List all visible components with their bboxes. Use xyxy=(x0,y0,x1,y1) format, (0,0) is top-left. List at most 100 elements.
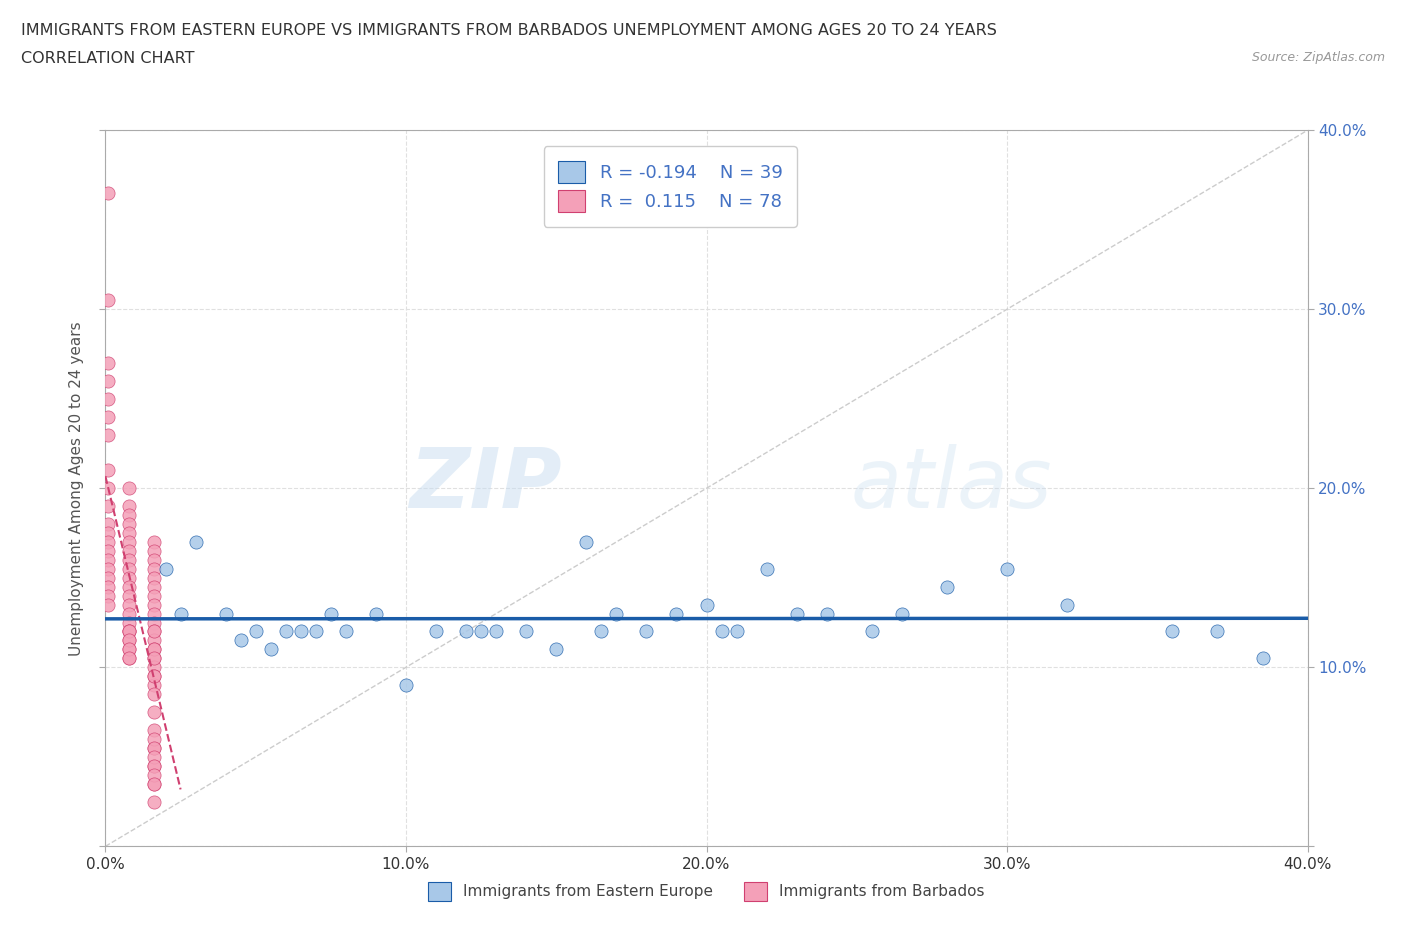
Point xyxy=(97,409,120,424)
Point xyxy=(169,606,191,621)
Point xyxy=(118,481,141,496)
Point xyxy=(890,606,912,621)
Text: IMMIGRANTS FROM EASTERN EUROPE VS IMMIGRANTS FROM BARBADOS UNEMPLOYMENT AMONG AG: IMMIGRANTS FROM EASTERN EUROPE VS IMMIGR… xyxy=(21,23,997,38)
Point xyxy=(97,355,120,370)
Text: ZIP: ZIP xyxy=(409,445,562,525)
Point xyxy=(142,777,165,791)
Text: CORRELATION CHART: CORRELATION CHART xyxy=(21,51,194,66)
Point xyxy=(1206,624,1229,639)
Point xyxy=(97,570,120,585)
Point xyxy=(395,678,418,693)
Point xyxy=(665,606,688,621)
Point xyxy=(97,185,120,200)
Point xyxy=(97,562,120,577)
Point xyxy=(97,374,120,389)
Point xyxy=(97,543,120,558)
Point xyxy=(142,705,165,720)
Point xyxy=(118,597,141,612)
Point xyxy=(1056,597,1078,612)
Point xyxy=(364,606,387,621)
Point xyxy=(605,606,627,621)
Point xyxy=(591,624,613,639)
Point xyxy=(142,723,165,737)
Point xyxy=(118,525,141,540)
Point xyxy=(118,651,141,666)
Point xyxy=(118,517,141,532)
Point xyxy=(575,535,598,550)
Point xyxy=(229,633,252,648)
Point xyxy=(936,579,959,594)
Point xyxy=(142,740,165,755)
Point xyxy=(97,597,120,612)
Point xyxy=(142,767,165,782)
Point xyxy=(755,562,778,577)
Point xyxy=(142,606,165,621)
Text: Source: ZipAtlas.com: Source: ZipAtlas.com xyxy=(1251,51,1385,64)
Point xyxy=(470,624,492,639)
Point xyxy=(97,392,120,406)
Point xyxy=(118,624,141,639)
Point xyxy=(290,624,312,639)
Point xyxy=(118,606,141,621)
Point xyxy=(142,660,165,675)
Point xyxy=(725,624,748,639)
Point xyxy=(97,535,120,550)
Point xyxy=(97,498,120,513)
Point xyxy=(142,777,165,791)
Point xyxy=(97,552,120,567)
Point xyxy=(118,633,141,648)
Point xyxy=(142,570,165,585)
Point xyxy=(454,624,477,639)
Point xyxy=(305,624,328,639)
Point xyxy=(142,615,165,630)
Point xyxy=(142,651,165,666)
Point xyxy=(118,508,141,523)
Point xyxy=(142,686,165,701)
Point xyxy=(142,624,165,639)
Point xyxy=(142,642,165,657)
Point xyxy=(118,543,141,558)
Point xyxy=(97,525,120,540)
Point xyxy=(142,732,165,747)
Point xyxy=(97,517,120,532)
Point xyxy=(142,758,165,773)
Point xyxy=(142,669,165,684)
Point xyxy=(97,293,120,308)
Point xyxy=(515,624,537,639)
Point xyxy=(97,589,120,604)
Point xyxy=(546,642,568,657)
Point xyxy=(425,624,447,639)
Point xyxy=(1251,651,1274,666)
Point xyxy=(860,624,883,639)
Point xyxy=(118,651,141,666)
Point xyxy=(142,651,165,666)
Point xyxy=(319,606,342,621)
Point xyxy=(118,633,141,648)
Point xyxy=(118,642,141,657)
Point xyxy=(260,642,283,657)
Point xyxy=(214,606,236,621)
Point xyxy=(142,740,165,755)
Point xyxy=(995,562,1018,577)
Point xyxy=(786,606,808,621)
Point xyxy=(118,498,141,513)
Point xyxy=(118,624,141,639)
Point xyxy=(142,552,165,567)
Point xyxy=(118,624,141,639)
Y-axis label: Unemployment Among Ages 20 to 24 years: Unemployment Among Ages 20 to 24 years xyxy=(69,321,84,656)
Point xyxy=(142,597,165,612)
Point xyxy=(815,606,838,621)
Point xyxy=(485,624,508,639)
Point xyxy=(142,543,165,558)
Point xyxy=(142,794,165,809)
Point xyxy=(184,535,207,550)
Point xyxy=(142,669,165,684)
Point xyxy=(142,678,165,693)
Point xyxy=(118,552,141,567)
Point xyxy=(142,624,165,639)
Point xyxy=(142,535,165,550)
Point xyxy=(245,624,267,639)
Point xyxy=(142,562,165,577)
Point xyxy=(97,579,120,594)
Point xyxy=(710,624,733,639)
